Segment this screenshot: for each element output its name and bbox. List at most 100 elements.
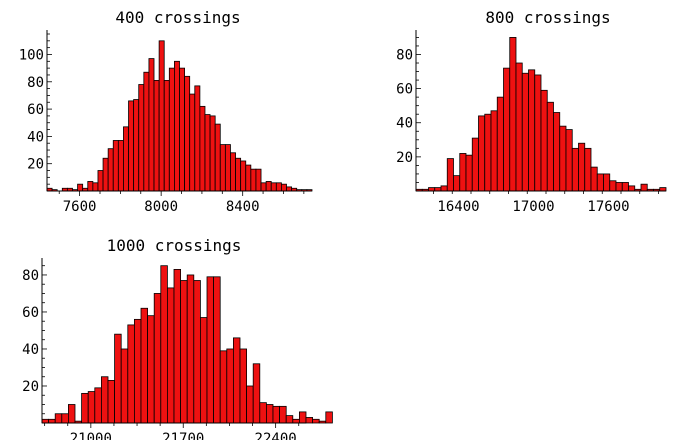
histogram-bar bbox=[603, 173, 611, 192]
histogram-bar bbox=[102, 157, 109, 192]
histogram-bar bbox=[292, 418, 300, 424]
histogram-bar bbox=[239, 348, 247, 424]
histogram-bar bbox=[540, 89, 548, 192]
y-tick-label: 20 bbox=[396, 150, 413, 166]
histogram-bar bbox=[305, 417, 313, 424]
histogram-bar bbox=[509, 37, 517, 192]
histogram-bar bbox=[534, 74, 542, 192]
histogram-bar bbox=[173, 269, 181, 424]
histogram-bar bbox=[101, 376, 109, 424]
x-tick-label: 17600 bbox=[587, 199, 629, 215]
histogram-bar bbox=[148, 58, 155, 192]
histogram-bar bbox=[453, 175, 461, 192]
histogram-bar bbox=[160, 265, 168, 424]
histogram-bar bbox=[478, 115, 486, 192]
histogram-bar bbox=[184, 75, 191, 192]
histogram-bar bbox=[153, 293, 162, 424]
chart-title: 400 crossings bbox=[115, 8, 240, 27]
histogram-bar bbox=[490, 110, 498, 192]
histogram-bar bbox=[609, 180, 617, 192]
histogram-bar bbox=[127, 324, 135, 424]
histogram-bar bbox=[528, 69, 536, 192]
histogram-bar bbox=[166, 287, 175, 424]
histogram-bar bbox=[97, 170, 104, 192]
histogram-bar bbox=[143, 71, 150, 192]
histogram-bar bbox=[440, 185, 448, 192]
histogram-bar bbox=[206, 276, 214, 424]
histogram-bar bbox=[54, 413, 63, 424]
histogram-bar bbox=[434, 187, 442, 192]
histogram-bar bbox=[428, 187, 436, 192]
histogram-bar bbox=[204, 114, 211, 192]
y-tick-label: 20 bbox=[27, 157, 44, 173]
histogram-bar bbox=[459, 153, 467, 192]
histogram-3: 1000 crossings 20 40 60 80 21000 21700 22400 bbox=[22, 236, 333, 440]
histogram-bar bbox=[180, 280, 188, 424]
histogram-bar bbox=[61, 413, 69, 424]
histogram-bar bbox=[48, 418, 56, 424]
histogram-bar bbox=[226, 348, 234, 424]
histogram-bar bbox=[219, 350, 228, 424]
histogram-bar bbox=[153, 80, 160, 192]
histogram-bar bbox=[496, 96, 504, 192]
histogram-bar bbox=[325, 411, 333, 424]
histogram-bar bbox=[298, 411, 307, 424]
histogram-bar bbox=[87, 181, 94, 192]
histogram-bar bbox=[92, 182, 99, 192]
histogram-bar bbox=[94, 387, 102, 424]
histogram-bar bbox=[272, 405, 280, 424]
histogram-bar bbox=[138, 84, 145, 192]
histogram-bar bbox=[163, 80, 170, 192]
x-tick-label: 8400 bbox=[226, 199, 260, 215]
x-tick-label: 21000 bbox=[70, 431, 112, 440]
histogram-bar bbox=[312, 418, 320, 424]
histogram-bar bbox=[260, 182, 267, 192]
histogram-bar bbox=[147, 315, 155, 424]
histogram-bar bbox=[224, 144, 231, 192]
histogram-bar bbox=[255, 168, 262, 192]
histogram-bar bbox=[484, 113, 492, 192]
histogram-bar bbox=[158, 40, 165, 192]
y-tick-label: 80 bbox=[27, 75, 44, 91]
histogram-bar bbox=[565, 129, 573, 192]
histogram-bar bbox=[250, 168, 257, 192]
histogram-bar bbox=[286, 186, 293, 192]
histogram-bar bbox=[140, 307, 148, 424]
histogram-bar bbox=[659, 187, 667, 192]
x-tick-label: 22400 bbox=[255, 431, 297, 440]
histogram-bar bbox=[214, 123, 221, 192]
histogram-bar bbox=[252, 363, 261, 424]
histogram-bar bbox=[596, 173, 604, 192]
x-tick-label: 8000 bbox=[144, 199, 178, 215]
y-tick-label: 100 bbox=[19, 47, 44, 63]
histogram-bar bbox=[515, 62, 523, 192]
histogram-bar bbox=[112, 140, 119, 192]
histogram-bar bbox=[117, 140, 124, 192]
histogram-bar bbox=[41, 418, 49, 424]
histogram-bar bbox=[213, 276, 221, 424]
histogram-bar bbox=[446, 158, 454, 192]
histogram-2: 800 crossings 20 40 60 80 16400 17000 17600 bbox=[396, 8, 667, 215]
histogram-bar bbox=[590, 166, 598, 192]
histogram-bar bbox=[279, 405, 287, 424]
histogram-bar bbox=[133, 99, 140, 192]
histogram-bar bbox=[615, 182, 623, 192]
histogram-bar bbox=[219, 144, 226, 192]
histogram-bar bbox=[471, 137, 479, 192]
histogram-bar bbox=[68, 404, 76, 424]
histogram-bar bbox=[186, 274, 195, 424]
chart-title: 800 crossings bbox=[485, 8, 610, 27]
histogram-bar bbox=[87, 391, 96, 424]
histogram-bar bbox=[133, 318, 142, 424]
histogram-bar bbox=[275, 182, 282, 192]
histogram-bar bbox=[179, 67, 185, 192]
histogram-bar bbox=[81, 392, 89, 424]
x-tick-label: 21700 bbox=[162, 431, 204, 440]
histogram-bar bbox=[285, 415, 294, 424]
histogram-bar bbox=[559, 125, 567, 192]
histogram-bar bbox=[232, 337, 241, 424]
x-tick-label: 17000 bbox=[512, 199, 554, 215]
histogram-bar bbox=[628, 185, 636, 192]
histogram-bar bbox=[77, 183, 84, 192]
